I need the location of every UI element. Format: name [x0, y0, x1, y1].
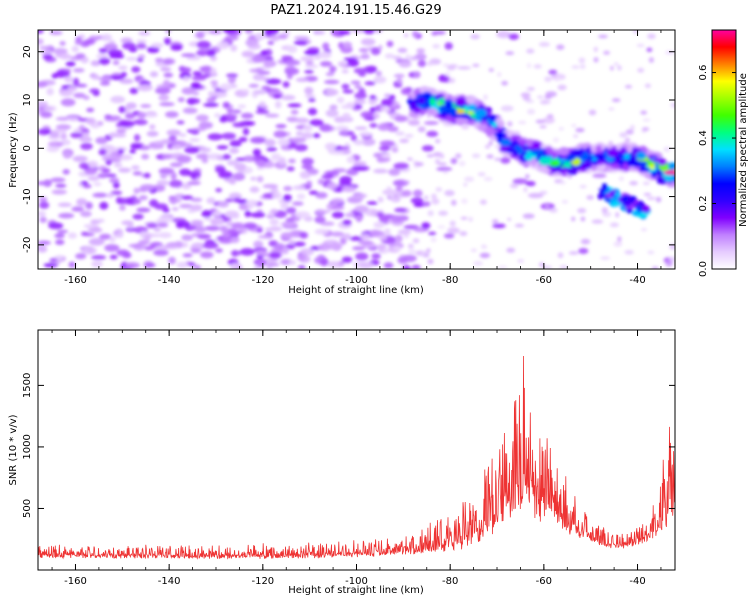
spectrogram-y-tick-label: 10	[22, 94, 33, 107]
snr-x-tick-label: -60	[536, 576, 552, 587]
spectrogram-x-tick-label: -80	[442, 275, 458, 286]
spectrogram-y-tick-label: -20	[22, 237, 33, 253]
snr-y-tick-label: 1500	[22, 373, 33, 398]
spectrogram-x-tick-label: -140	[158, 275, 181, 286]
snr-x-label: Height of straight line (km)	[288, 585, 424, 596]
snr-y-axis: 500 1000 1500	[22, 373, 675, 518]
spectrogram-y-tick-label: 0	[22, 145, 33, 151]
snr-x-tick-label: -120	[251, 576, 274, 587]
snr-x-tick-label: -40	[629, 576, 645, 587]
snr-y-tick-label: 500	[22, 499, 33, 518]
colorbar-tick-label: 0.4	[698, 130, 709, 146]
colorbar: 0.0 0.2 0.4 0.6 Normalized spectral amplitu…	[698, 29, 749, 277]
colorbar-tick-label: 0.2	[698, 196, 709, 212]
spectrogram-x-label: Height of straight line (km)	[288, 285, 424, 296]
spectrogram-x-tick-label: -120	[251, 275, 274, 286]
snr-series	[38, 355, 675, 560]
colorbar-label: Normalized spectral amplitude	[738, 73, 749, 227]
figure-title: PAZ1.2024.191.15.46.G29	[270, 3, 441, 18]
spectrogram-x-tick-label: -160	[64, 275, 87, 286]
spectrogram-x-axis: -160 -140 -120 -100 -80 -60 -40	[51, 30, 662, 286]
spectrogram-y-axis: -20 -10 0 10 20	[22, 45, 675, 253]
snr-line	[38, 355, 675, 560]
spectrogram-x-tick-label: -40	[629, 275, 645, 286]
colorbar-tick-label: 0.0	[698, 261, 709, 277]
snr-panel: -160 -140 -120 -100 -80 -60 -40 500 1000 1500 He…	[8, 329, 676, 596]
snr-y-label: SNR (10 * v/v)	[8, 414, 19, 485]
snr-y-tick-label: 1000	[22, 434, 33, 459]
colorbar-frame	[711, 29, 737, 270]
spectrogram-y-tick-label: 20	[22, 45, 33, 58]
colorbar-gradient	[712, 30, 736, 269]
spectrogram-y-tick-label: -10	[22, 188, 33, 204]
snr-x-axis: -160 -140 -120 -100 -80 -60 -40	[51, 330, 662, 587]
snr-x-tick-label: -80	[442, 576, 458, 587]
spectrogram-x-tick-label: -100	[345, 275, 368, 286]
spectrogram-heatmap	[38, 30, 675, 269]
spectrogram-x-tick-label: -60	[536, 275, 552, 286]
snr-x-tick-label: -100	[345, 576, 368, 587]
colorbar-tick-label: 0.6	[698, 65, 709, 81]
colorbar-axis: 0.0 0.2 0.4 0.6	[698, 65, 736, 277]
snr-x-tick-label: -160	[64, 576, 87, 587]
spectrogram-y-label: Frequency (Hz)	[8, 112, 19, 188]
snr-x-tick-label: -140	[158, 576, 181, 587]
